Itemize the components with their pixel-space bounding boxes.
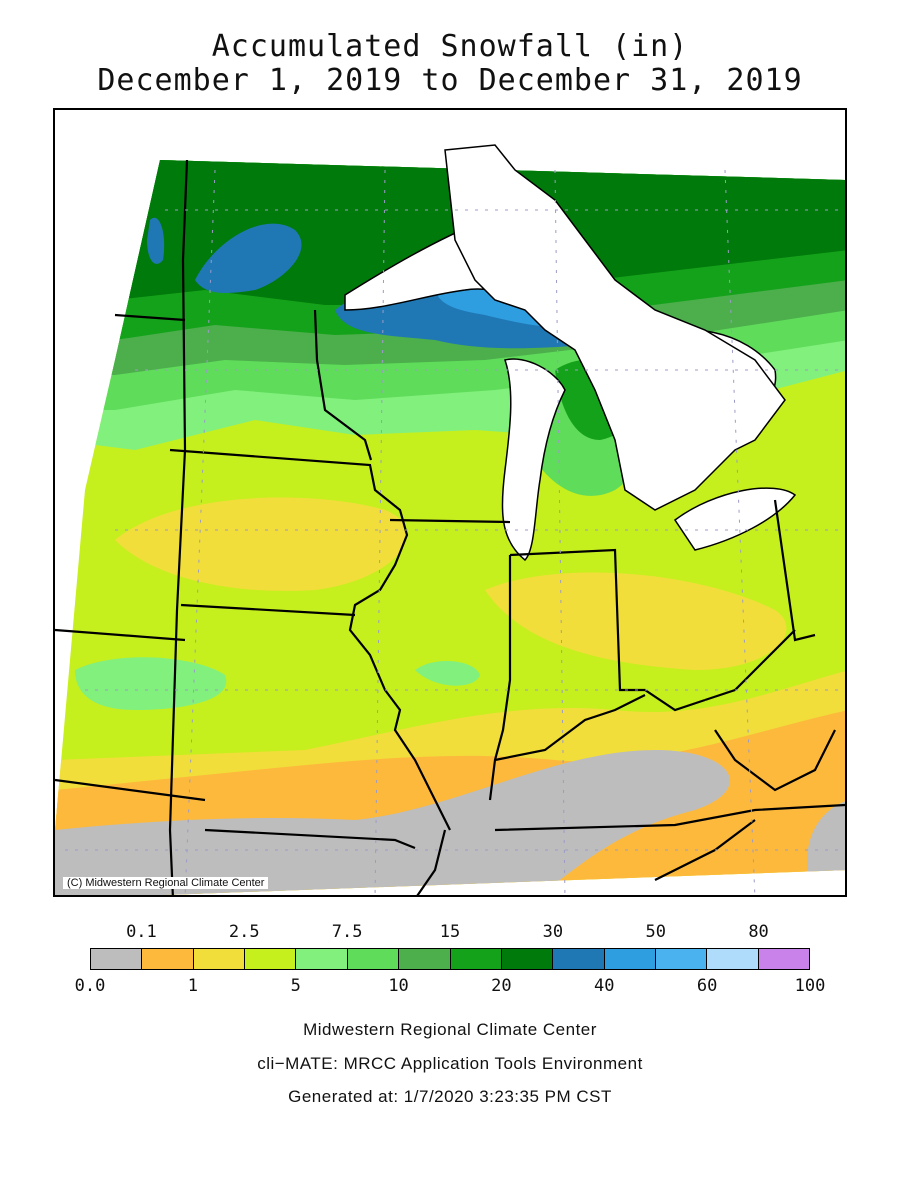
legend-lower-label: 20 [491, 976, 512, 996]
legend-swatch [142, 949, 194, 969]
band-30-to-40-nw-minnesota [147, 217, 165, 264]
boundary-illinois-indiana [488, 555, 512, 801]
title-line-2: December 1, 2019 to December 31, 2019 [97, 63, 803, 98]
snowfall-map: (C) Midwestern Regional Climate Center [53, 108, 847, 897]
legend-swatch [501, 949, 554, 969]
boundary-iowa-illinois [169, 448, 451, 831]
legend-lower-label: 5 [290, 976, 301, 996]
legend-upper-label: 2.5 [228, 922, 260, 942]
title-line-1: Accumulated Snowfall (in) [211, 29, 689, 64]
band-1-to-2-5-indiana [485, 572, 787, 670]
boundary-wv-va [714, 729, 836, 792]
band-5-to-7-5-illinois [415, 660, 480, 686]
band-5-to-7-5-southwest [75, 657, 227, 710]
color-legend [90, 948, 810, 970]
boundary-ohio-river-indiana [494, 694, 646, 762]
boundary-kansas [55, 778, 206, 802]
legend-swatch [193, 949, 246, 969]
legend-swatch [604, 949, 656, 969]
legend-upper-label: 50 [645, 922, 666, 942]
boundary-missouri-arkansas [204, 828, 416, 850]
graticule [65, 169, 845, 895]
legend-swatch [553, 949, 605, 969]
map-svg [55, 144, 845, 895]
legend-swatch [450, 949, 502, 969]
legend-lower-label: 60 [696, 976, 718, 996]
legend-swatch [399, 949, 451, 969]
legend-swatch [707, 949, 759, 969]
band-1-to-2-5-iowa [115, 497, 408, 591]
legend-lower-label: 0.0 [74, 976, 106, 996]
legend-lower-label: 10 [388, 976, 409, 996]
boundary-nd-sd [114, 313, 186, 322]
legend-lower-label: 40 [594, 976, 615, 996]
band-0-to-0-1 [55, 750, 730, 895]
boundary-ohio-river-east [704, 629, 796, 702]
legend-upper-label: 15 [439, 922, 461, 942]
legend-swatch [91, 949, 143, 969]
legend-upper-label: 80 [748, 922, 769, 942]
boundary-indiana-ohio [509, 548, 706, 712]
legend-swatch [245, 949, 297, 969]
boundary-mississippi-south [416, 829, 447, 895]
boundary-wisconsin-illinois [389, 518, 511, 524]
footer-tool: cli−MATE: MRCC Application Tools Environ… [257, 1054, 643, 1073]
boundary-iowa-missouri [180, 603, 356, 617]
boundary-dakotas-west [168, 159, 189, 895]
legend-upper-label: 30 [542, 922, 564, 942]
state-boundaries [55, 159, 845, 895]
boundary-tennessee [494, 803, 845, 832]
legend-swatch [655, 949, 708, 969]
lake-erie [673, 487, 797, 551]
canada-ontario [444, 144, 786, 511]
boundary-ohio-pennsylvania [773, 499, 816, 642]
legend-lower-label: 1 [187, 976, 198, 996]
band-30-to-40-minnesota [195, 223, 302, 293]
legend-upper-label: 0.1 [126, 922, 157, 942]
footer-generated: Generated at: 1/7/2020 3:23:35 PM CST [288, 1087, 612, 1106]
boundary-minnesota-wisconsin [313, 309, 373, 461]
legend-swatch [296, 949, 348, 969]
legend-swatch [347, 949, 400, 969]
lake-michigan [501, 358, 566, 562]
great-lakes [344, 144, 797, 562]
legend-swatch [758, 949, 810, 969]
footer-organization: Midwestern Regional Climate Center [303, 1020, 597, 1039]
copyright-notice: (C) Midwestern Regional Climate Center [63, 877, 269, 889]
legend-upper-label: 7.5 [331, 922, 363, 942]
legend-lower-label: 100 [794, 976, 826, 996]
boundary-nebraska [55, 628, 186, 642]
